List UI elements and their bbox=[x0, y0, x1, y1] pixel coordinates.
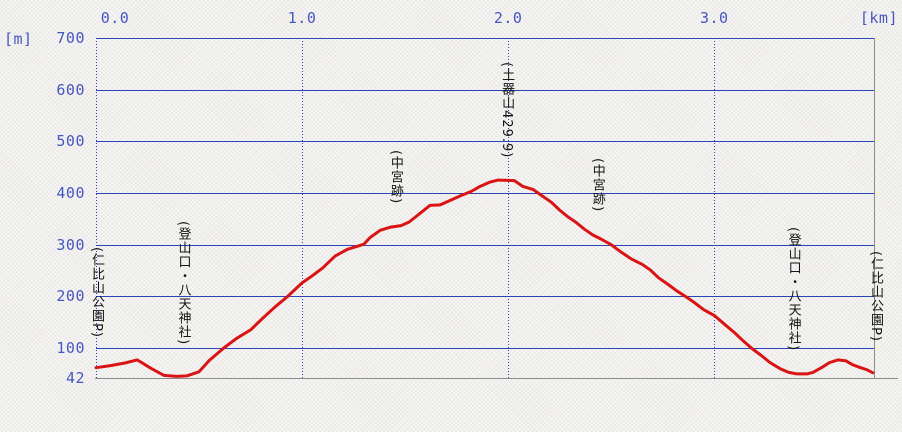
waypoint-label-2: (中宮跡) bbox=[387, 150, 403, 205]
waypoint-label-4: (中宮跡) bbox=[589, 158, 605, 213]
y-tick-600: 600 bbox=[56, 80, 85, 99]
x-tick-0.0: 0.0 bbox=[100, 9, 130, 27]
elevation-profile-line bbox=[94, 178, 875, 378]
x-tick-1.0: 1.0 bbox=[287, 9, 317, 27]
y-tick-200: 200 bbox=[56, 287, 85, 306]
waypoint-label-6: (仁比山公園P) bbox=[868, 251, 883, 342]
y-tick-400: 400 bbox=[56, 184, 85, 202]
y-tick-700: 700 bbox=[56, 29, 85, 47]
x-tick-2.0: 2.0 bbox=[493, 9, 523, 27]
x-tick-3.0: 3.0 bbox=[699, 9, 729, 27]
y-tick-100: 100 bbox=[56, 339, 85, 358]
waypoint-label-0: (仁比山公園P) bbox=[89, 247, 104, 338]
waypoint-label-5: (登山口・八天神社) bbox=[785, 227, 801, 352]
y-tick-42: 42 bbox=[65, 369, 85, 387]
y-tick-500: 500 bbox=[56, 132, 85, 151]
y-tick-300: 300 bbox=[56, 235, 85, 254]
y-axis-unit-label: [m] bbox=[4, 30, 33, 48]
x-axis-unit-label: [km] bbox=[859, 9, 898, 27]
waypoint-label-1: (登山口・八天神社) bbox=[175, 221, 191, 346]
waypoint-label-3: (土器山429.9) bbox=[499, 62, 515, 159]
